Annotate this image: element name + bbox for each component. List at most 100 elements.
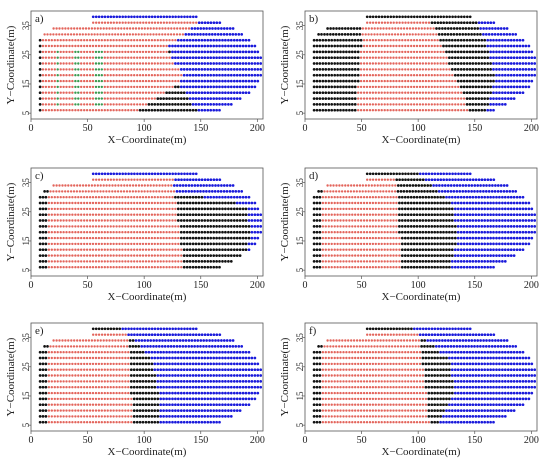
data-point: [410, 172, 413, 176]
data-point: [143, 27, 146, 30]
data-point: [131, 190, 135, 193]
data-point: [124, 15, 127, 19]
data-point: [474, 219, 478, 222]
data-point: [241, 201, 245, 205]
data-point: [371, 97, 375, 100]
data-point: [374, 15, 378, 19]
data-point: [471, 254, 475, 257]
data-point: [371, 231, 375, 234]
data-point: [144, 56, 148, 59]
data-point: [412, 207, 416, 211]
data-point: [429, 33, 432, 36]
data-point: [176, 103, 180, 106]
data-point: [182, 108, 186, 112]
data-point: [434, 190, 438, 193]
data-point: [362, 97, 366, 100]
data-point: [503, 56, 507, 60]
data-point: [489, 213, 492, 217]
data-point: [106, 74, 109, 77]
data-point: [71, 62, 74, 65]
data-point: [109, 207, 112, 211]
data-point: [218, 68, 221, 71]
data-point: [44, 265, 48, 269]
data-point: [445, 50, 448, 54]
data-point: [377, 254, 380, 257]
data-point: [512, 219, 516, 222]
data-point: [462, 254, 466, 257]
data-point: [218, 201, 221, 205]
data-point: [100, 103, 104, 106]
data-point: [503, 219, 507, 222]
data-point: [489, 50, 492, 54]
data-point: [38, 195, 42, 199]
data-point: [124, 333, 127, 336]
data-point: [156, 219, 159, 222]
data-point: [47, 68, 51, 71]
data-point: [74, 196, 77, 199]
data-point: [227, 50, 230, 54]
data-point: [383, 21, 387, 24]
data-point: [227, 195, 230, 199]
data-point: [165, 178, 168, 181]
data-point: [256, 73, 260, 77]
data-point: [321, 38, 325, 42]
data-point: [59, 201, 62, 205]
data-point: [365, 225, 369, 228]
data-point: [379, 190, 382, 193]
data-point: [216, 190, 220, 193]
data-point: [47, 356, 51, 360]
data-point: [427, 219, 431, 222]
data-point: [518, 195, 522, 199]
data-point: [377, 225, 380, 228]
data-point: [196, 190, 199, 193]
data-point: [514, 33, 518, 36]
data-point: [212, 50, 216, 54]
data-point: [81, 184, 85, 187]
data-point: [147, 85, 151, 89]
data-point: [232, 230, 236, 234]
data-point: [315, 265, 319, 269]
data-point: [321, 242, 325, 246]
data-point: [136, 62, 139, 65]
data-point: [105, 184, 108, 187]
data-point: [59, 50, 62, 54]
data-point: [138, 62, 142, 65]
data-point: [442, 56, 445, 59]
data-point: [238, 219, 242, 222]
data-point: [515, 79, 519, 83]
data-point: [460, 178, 463, 182]
data-point: [482, 190, 485, 193]
data-point: [87, 345, 90, 348]
data-point: [448, 109, 451, 112]
data-point: [160, 345, 164, 348]
data-point: [177, 266, 180, 269]
data-point: [342, 213, 345, 216]
data-point: [371, 172, 375, 176]
data-point: [477, 73, 481, 77]
data-point: [215, 219, 218, 222]
data-point: [414, 27, 418, 30]
data-point: [130, 62, 133, 65]
data-point: [453, 265, 457, 269]
data-point: [165, 172, 169, 176]
data-point: [181, 184, 185, 187]
data-point: [241, 91, 245, 95]
data-point: [471, 201, 475, 205]
data-point: [259, 56, 263, 60]
data-point: [80, 351, 83, 354]
data-point: [41, 225, 45, 228]
data-point: [386, 109, 389, 112]
data-point: [477, 97, 481, 100]
data-point: [143, 184, 146, 187]
data-point: [65, 219, 68, 222]
data-point: [373, 184, 376, 187]
data-point: [424, 207, 428, 211]
data-point: [182, 236, 186, 240]
data-point: [38, 248, 42, 252]
data-point: [78, 33, 82, 36]
data-point: [424, 50, 428, 54]
data-point: [232, 79, 236, 83]
data-point: [55, 33, 58, 36]
data-point: [518, 68, 522, 71]
data-point: [515, 50, 519, 54]
